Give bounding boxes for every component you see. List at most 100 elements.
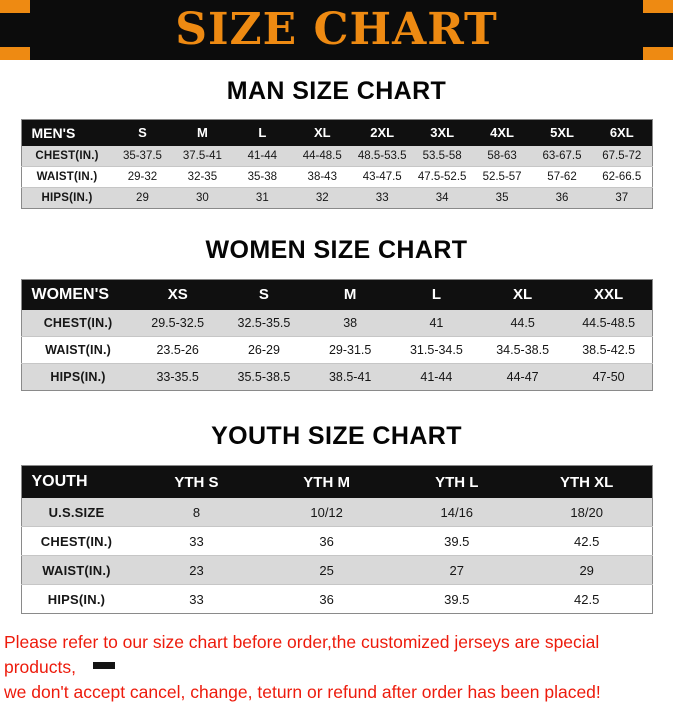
measurement-value-cell: 48.5-53.5 (352, 145, 413, 167)
size-column-header: YTH XL (521, 465, 652, 499)
measurement-row: CHEST(IN.) 29.5-32.5 32.5-35.5 38 41 44.5 44.5… (21, 309, 652, 336)
measurement-value-cell: 34.5-38.5 (479, 335, 566, 363)
measurement-value-cell: 44-47 (479, 362, 566, 390)
measurement-value-cell: 58-63 (472, 145, 533, 167)
measurement-value-cell: 32-35 (172, 165, 233, 188)
disclaimer-line-2: we don't accept cancel, change, teturn o… (4, 681, 601, 702)
size-column-header: YTH L (391, 465, 522, 499)
size-column-header: XL (292, 119, 353, 146)
measurement-value-cell: 38 (307, 309, 394, 336)
measurement-value-cell: 34 (412, 186, 473, 209)
measurement-label-cell: U.S.SIZE (21, 498, 132, 527)
measurement-value-cell: 33 (352, 186, 413, 209)
measurement-label-cell: WAIST(IN.) (21, 335, 135, 363)
page-title: SIZE CHART (175, 4, 498, 55)
youth-size-section: YOUTH SIZE CHART YOUTH YTH S YTH M YTH L YTH… (0, 422, 673, 615)
measurement-label-cell: CHEST(IN.) (21, 309, 135, 336)
size-column-header: 6XL (591, 119, 652, 146)
measurement-value-cell: 29 (112, 186, 173, 209)
table-title-cell: MEN'S (21, 119, 113, 146)
measurement-value-cell: 33 (131, 584, 262, 614)
size-column-header: M (172, 119, 233, 146)
women-section-heading: WOMEN SIZE CHART (205, 235, 468, 264)
size-column-header: S (220, 279, 308, 310)
men-size-section: MAN SIZE CHART MEN'S S M L XL 2XL 3XL 4XL 5XL 6XL… (0, 77, 673, 209)
measurement-value-cell: 14/16 (391, 498, 522, 527)
disclaimer-line-1: Please refer to our size chart before or… (4, 632, 600, 678)
measurement-label-cell: CHEST(IN.) (21, 145, 113, 167)
size-column-header: XXL (565, 279, 652, 310)
measurement-value-cell: 36 (261, 526, 392, 556)
measurement-value-cell: 38.5-41 (307, 362, 394, 390)
corner-accent-bottom-right (643, 47, 673, 60)
measurement-label-cell: WAIST(IN.) (21, 555, 132, 585)
women-size-section: WOMEN SIZE CHART WOMEN'S XS S M L XL XXL CHEST(… (0, 236, 673, 391)
header-row: YOUTH YTH S YTH M YTH L YTH XL (21, 465, 652, 499)
corner-accent-top-left (0, 0, 30, 13)
measurement-value-cell: 32 (292, 186, 353, 209)
measurement-value-cell: 62-66.5 (591, 165, 652, 188)
measurement-value-cell: 44-48.5 (292, 145, 353, 167)
measurement-row: HIPS(IN.) 33 36 39.5 42.5 (21, 584, 652, 614)
measurement-value-cell: 67.5-72 (591, 145, 652, 167)
men-size-table: MEN'S S M L XL 2XL 3XL 4XL 5XL 6XL CHEST(IN.) 35-37… (20, 118, 653, 209)
measurement-row: WAIST(IN.) 23 25 27 29 (21, 555, 652, 585)
measurement-value-cell: 57-62 (532, 165, 592, 188)
measurement-value-cell: 8 (131, 498, 262, 527)
size-column-header: 3XL (412, 119, 473, 146)
measurement-value-cell: 41-44 (232, 145, 293, 167)
measurement-value-cell: 10/12 (261, 498, 392, 527)
measurement-value-cell: 33-35.5 (134, 362, 221, 390)
measurement-value-cell: 41-44 (393, 362, 480, 390)
measurement-value-cell: 35 (472, 186, 533, 209)
measurement-value-cell: 63-67.5 (532, 145, 592, 167)
size-column-header: 4XL (472, 119, 533, 146)
measurement-value-cell: 38.5-42.5 (565, 335, 652, 363)
measurement-label-cell: HIPS(IN.) (21, 584, 132, 614)
measurement-value-cell: 44.5 (479, 309, 566, 336)
measurement-label-cell: HIPS(IN.) (21, 362, 135, 390)
measurement-row: U.S.SIZE 8 10/12 14/16 18/20 (21, 498, 652, 527)
size-column-header: M (307, 279, 394, 310)
table-title-cell: WOMEN'S (21, 279, 135, 310)
youth-section-heading: YOUTH SIZE CHART (211, 421, 462, 450)
measurement-value-cell: 29-31.5 (307, 335, 394, 363)
measurement-value-cell: 35.5-38.5 (220, 362, 308, 390)
size-column-header: XS (134, 279, 221, 310)
measurement-value-cell: 41 (393, 309, 480, 336)
measurement-value-cell: 35-37.5 (112, 145, 173, 167)
measurement-value-cell: 42.5 (521, 584, 652, 614)
measurement-value-cell: 35-38 (232, 165, 293, 188)
scan-artifact-mark (93, 662, 115, 669)
measurement-value-cell: 25 (261, 555, 392, 585)
measurement-value-cell: 31 (232, 186, 293, 209)
measurement-row: WAIST(IN.) 29-32 32-35 35-38 38-43 43-47.5 47.… (21, 165, 652, 188)
table-title-cell: YOUTH (21, 465, 132, 499)
measurement-value-cell: 39.5 (391, 584, 522, 614)
measurement-value-cell: 26-29 (220, 335, 308, 363)
header-row: WOMEN'S XS S M L XL XXL (21, 279, 652, 310)
size-column-header: YTH S (131, 465, 262, 499)
measurement-row: HIPS(IN.) 29 30 31 32 33 34 35 36 37 (21, 186, 652, 209)
measurement-row: WAIST(IN.) 23.5-26 26-29 29-31.5 31.5-34.5 34… (21, 335, 652, 363)
banner: SIZE CHART (0, 0, 673, 60)
measurement-value-cell: 38-43 (292, 165, 353, 188)
measurement-value-cell: 36 (532, 186, 592, 209)
measurement-value-cell: 53.5-58 (412, 145, 473, 167)
measurement-row: CHEST(IN.) 33 36 39.5 42.5 (21, 526, 652, 556)
size-column-header: 5XL (532, 119, 592, 146)
size-column-header: S (112, 119, 173, 146)
size-column-header: XL (479, 279, 566, 310)
measurement-value-cell: 23.5-26 (134, 335, 221, 363)
measurement-value-cell: 30 (172, 186, 233, 209)
measurement-value-cell: 31.5-34.5 (393, 335, 480, 363)
size-column-header: L (393, 279, 480, 310)
size-column-header: 2XL (352, 119, 413, 146)
measurement-value-cell: 23 (131, 555, 262, 585)
measurement-value-cell: 29 (521, 555, 652, 585)
corner-accent-bottom-left (0, 47, 30, 60)
youth-size-table: YOUTH YTH S YTH M YTH L YTH XL U.S.SIZE 8 10/12… (20, 465, 653, 615)
measurement-label-cell: HIPS(IN.) (21, 186, 113, 209)
measurement-value-cell: 52.5-57 (472, 165, 533, 188)
measurement-label-cell: WAIST(IN.) (21, 165, 113, 188)
